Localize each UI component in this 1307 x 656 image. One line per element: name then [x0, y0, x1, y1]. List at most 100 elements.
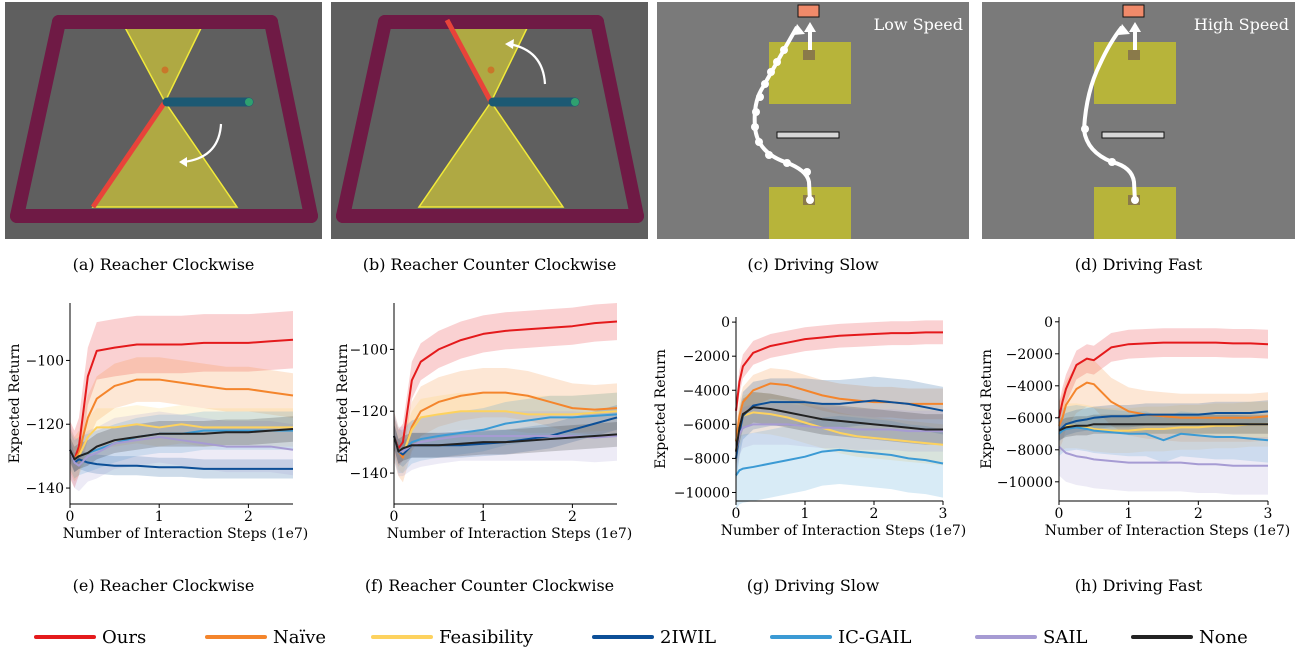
legend-item-ours: Ours	[34, 622, 146, 652]
arena-rails	[10, 15, 318, 223]
series-ours	[1058, 341, 1269, 419]
y-tick-label: −8000	[683, 451, 730, 467]
caption-b: (b) Reacher Counter Clockwise	[362, 255, 617, 274]
y-axis-label: Expected Return	[980, 349, 995, 469]
x-tick-label: 3	[939, 506, 948, 522]
series-ours	[735, 331, 943, 411]
x-tick-label: 3	[1264, 506, 1273, 522]
goal-box	[797, 4, 820, 18]
band-sail	[394, 411, 617, 477]
rotation-arrow	[508, 42, 547, 85]
y-tick-label: −140	[26, 481, 64, 497]
legend-label-naive: Naïve	[273, 626, 327, 648]
arm-tip	[245, 98, 253, 106]
y-tick-label: −4000	[683, 383, 730, 399]
caption-h: (h) Driving Fast	[1074, 576, 1203, 595]
x-tick-label: 2	[1194, 506, 1203, 522]
scene-driving-slow: Low Speed	[657, 2, 969, 239]
y-tick-label: −10000	[997, 475, 1053, 491]
series-feasibility	[69, 423, 293, 461]
driving-slow-render: Low Speed	[657, 2, 969, 239]
legend-label-sail: SAIL	[1043, 626, 1088, 648]
rotation-arrow	[182, 123, 223, 164]
series-ours	[393, 320, 618, 450]
band-none	[1059, 414, 1268, 441]
x-tick-label: 0	[732, 506, 741, 522]
reacher-clockwise-render	[5, 2, 322, 239]
legend-item-feasibility: Feasibility	[371, 622, 533, 652]
x-tick-label: 2	[568, 509, 577, 525]
rotation-arrowhead	[179, 157, 187, 167]
series-na-ve	[69, 378, 294, 461]
series-sail	[735, 423, 943, 452]
legend-item-sail: SAIL	[975, 622, 1087, 652]
caption-f: (f) Reacher Counter Clockwise	[364, 576, 615, 595]
legend-label-2iwil: 2IWIL	[660, 626, 717, 648]
goal-box	[1122, 4, 1145, 18]
chart-driving-slow: 0 −2000 −4000 −6000 −8000 −10000 0 1 2 3 Number of…	[653, 295, 981, 565]
band-na-ve	[1059, 358, 1268, 450]
series-none	[735, 406, 943, 452]
lower-cone	[417, 100, 565, 208]
series-none	[69, 428, 294, 461]
arrowhead-left	[793, 24, 805, 35]
low-speed-label: Low Speed	[874, 15, 963, 34]
band-ours	[736, 320, 943, 423]
y-tick-label: 0	[721, 315, 730, 331]
x-tick-label: 0	[390, 509, 399, 525]
trajectory-points	[751, 46, 814, 204]
rotation-arrowhead	[505, 39, 514, 49]
caption-e: (e) Reacher Clockwise	[72, 576, 255, 595]
y-tick-label: 0	[1044, 315, 1053, 331]
band-na-ve	[394, 367, 617, 483]
y-tick-label: −8000	[1006, 443, 1053, 459]
legend-label-icgail: IC-GAIL	[838, 626, 912, 648]
y-axis-label: Expected Return	[654, 349, 669, 469]
y-tick-label: −2000	[683, 349, 730, 365]
chart-reacher-clockwise: −100 −120 −140 0 1 2 Number of Interaction Ste…	[0, 295, 327, 565]
band-ours	[70, 310, 293, 489]
high-speed-label: High Speed	[1194, 15, 1289, 34]
legend-swatch-feasibility	[371, 635, 433, 639]
x-axis-label: Number of Interaction Steps (1e7)	[721, 523, 966, 539]
band-sail	[736, 403, 943, 473]
trajectory-points	[1081, 125, 1139, 204]
scene-reacher-clockwise	[5, 2, 322, 239]
x-tick-label: 1	[155, 509, 164, 525]
reacher-arm-red	[90, 100, 168, 209]
chart-reacher-counter-clockwise: −100 −120 −140 0 1 2 Number of Interaction Ste…	[328, 295, 655, 565]
car-arrowhead	[804, 22, 816, 32]
legend-label-feasibility: Feasibility	[439, 626, 534, 648]
y-tick-label: −120	[26, 417, 64, 433]
caption-a: (a) Reacher Clockwise	[72, 255, 255, 274]
y-axis-label: Expected Return	[7, 344, 23, 464]
arena-rails	[336, 15, 644, 223]
y-tick-label: −6000	[1006, 411, 1053, 427]
x-axis-label: Number of Interaction Steps (1e7)	[387, 526, 632, 542]
y-tick-label: −6000	[683, 417, 730, 433]
obstacle-bar	[776, 131, 840, 139]
y-tick-label: −2000	[1006, 347, 1053, 363]
series-sail	[1058, 445, 1268, 467]
x-tick-label: 1	[801, 506, 810, 522]
x-tick-label: 0	[66, 509, 75, 525]
band-2iwil	[1059, 400, 1268, 442]
caption-c: (c) Driving Slow	[747, 255, 879, 274]
driving-fast-render: High Speed	[982, 2, 1295, 239]
obstacle-bar	[1101, 131, 1165, 139]
x-tick-label: 2	[244, 509, 253, 525]
arm-tip	[571, 98, 579, 106]
band-ic-gail	[1059, 405, 1268, 463]
reacher-arm-red	[444, 18, 494, 104]
y-tick-label: −140	[350, 466, 388, 482]
legend-swatch-none	[1131, 635, 1193, 639]
y-tick-label: −4000	[1006, 379, 1053, 395]
series-2iwil	[1058, 410, 1269, 432]
car-upper	[803, 50, 815, 60]
y-axis-label: Expected Return	[335, 344, 351, 464]
chart-driving-fast: 0 −2000 −4000 −6000 −8000 −10000 0 1 2 3 Number of…	[979, 295, 1307, 565]
